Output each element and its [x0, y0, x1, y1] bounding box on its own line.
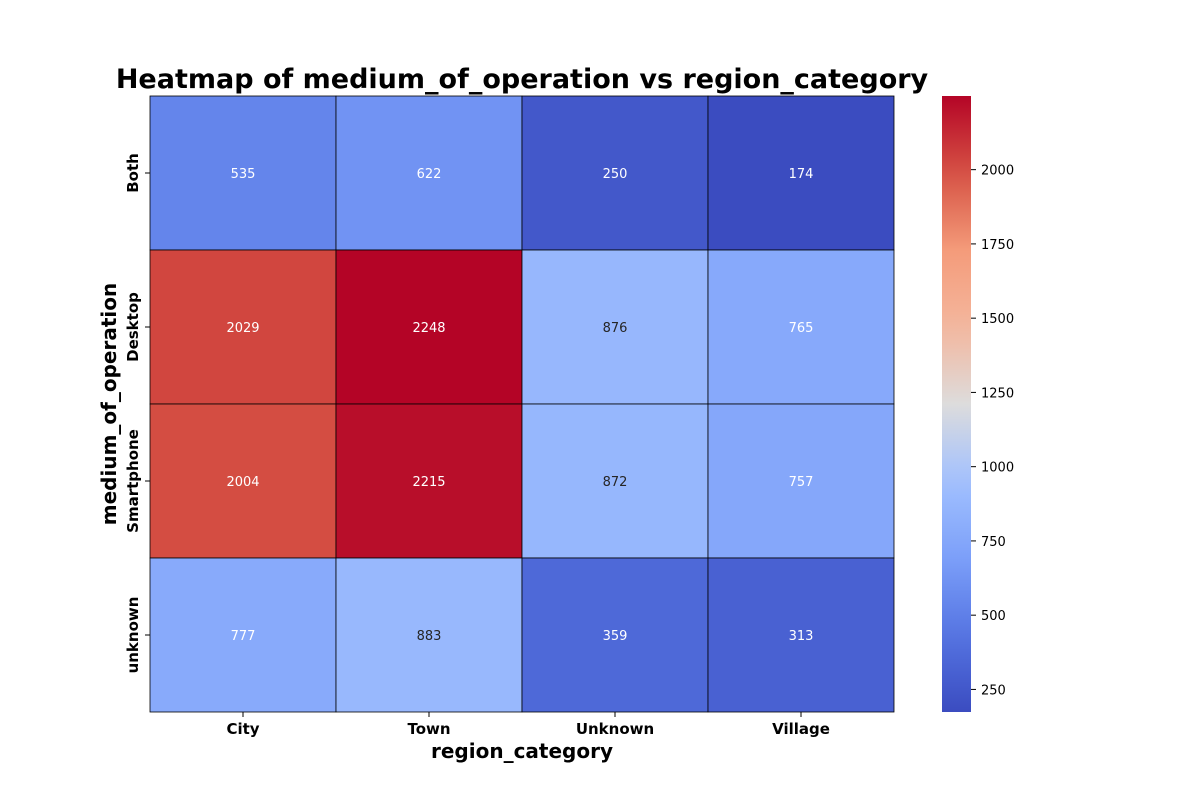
- x-tick-label: City: [226, 720, 259, 738]
- cell-value-label: 883: [417, 629, 442, 644]
- cell-value-label: 535: [231, 167, 256, 182]
- y-tick-label: Desktop: [124, 292, 142, 362]
- y-tick-label: Smartphone: [124, 429, 142, 533]
- cell-value-label: 765: [789, 321, 814, 336]
- cell-value-label: 2004: [226, 475, 259, 490]
- colorbar-tick-label: 1750: [981, 238, 1014, 253]
- heatmap-cell: [335, 249, 523, 405]
- cell-value-label: 622: [417, 167, 442, 182]
- colorbar-tick-label: 1000: [981, 461, 1014, 476]
- colorbar-tick-label: 2000: [981, 164, 1014, 179]
- y-tick-label: Both: [124, 153, 142, 193]
- cell-value-label: 2029: [226, 321, 259, 336]
- heatmap-cell: [521, 249, 709, 405]
- cell-value-label: 777: [231, 629, 256, 644]
- y-axis-ticks: Both Desktop Smartphone unknown: [124, 153, 150, 673]
- heatmap-cells: 535 622 250 174 2029 2248 876 765 2004 2215 872 757…: [149, 95, 895, 713]
- y-tick-label: unknown: [124, 597, 142, 674]
- colorbar: 250 500 750 1000 1250 1500 1750 2000: [942, 96, 1014, 712]
- cell-value-label: 174: [789, 167, 814, 182]
- cell-value-label: 876: [603, 321, 628, 336]
- x-tick-label: Town: [407, 720, 450, 738]
- heatmap-cell: [707, 403, 895, 559]
- heatmap-cell: [707, 249, 895, 405]
- cell-value-label: 250: [603, 167, 628, 182]
- heatmap-cell: [149, 249, 337, 405]
- cell-value-label: 359: [603, 629, 628, 644]
- x-tick-label: Village: [772, 720, 830, 738]
- colorbar-tick-label: 500: [981, 609, 1006, 624]
- x-axis-ticks: City Town Unknown Village: [226, 712, 830, 738]
- colorbar-tick-label: 750: [981, 535, 1006, 550]
- heatmap-cell: [335, 403, 523, 559]
- cell-value-label: 2248: [412, 321, 445, 336]
- cell-value-label: 2215: [412, 475, 445, 490]
- heatmap-cell: [149, 95, 337, 251]
- heatmap-cell: [707, 95, 895, 251]
- chart-title: Heatmap of medium_of_operation vs region…: [116, 64, 929, 95]
- cell-value-label: 872: [603, 475, 628, 490]
- y-axis-label: medium_of_operation: [97, 283, 121, 525]
- heatmap-cell: [707, 557, 895, 713]
- heatmap-cell: [521, 557, 709, 713]
- heatmap-cell: [149, 557, 337, 713]
- colorbar-tick-label: 1500: [981, 312, 1014, 327]
- colorbar-gradient: [942, 96, 971, 712]
- heatmap-cell: [335, 557, 523, 713]
- cell-value-label: 313: [789, 629, 814, 644]
- x-axis-label: region_category: [431, 739, 613, 763]
- colorbar-tick-label: 250: [981, 683, 1006, 698]
- cell-value-label: 757: [789, 475, 814, 490]
- x-tick-label: Unknown: [576, 720, 654, 738]
- heatmap-cell: [335, 95, 523, 251]
- heatmap-cell: [521, 95, 709, 251]
- colorbar-tick-label: 1250: [981, 386, 1014, 401]
